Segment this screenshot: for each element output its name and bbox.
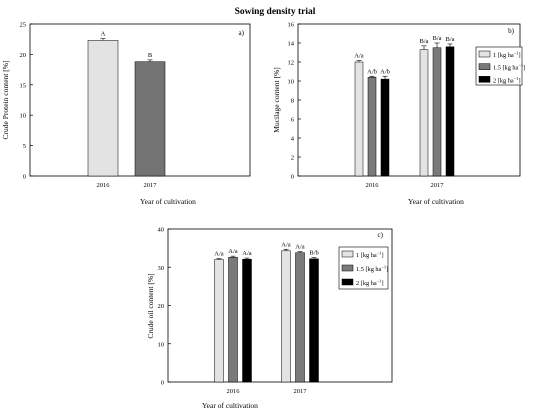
figure-title: Sowing density trial	[235, 7, 316, 17]
significance-label: A/b	[380, 68, 390, 75]
x-tick-label: 2016	[366, 182, 380, 189]
x-axis-label: Year of cultivation	[202, 401, 258, 410]
legend-label: 1 [kg ha−1]	[356, 251, 384, 260]
y-tick-label: 10	[288, 79, 295, 86]
significance-label: A/a	[354, 53, 364, 60]
y-tick-label: 20	[158, 303, 165, 310]
significance-label: B/a	[419, 38, 428, 45]
legend: 1 [kg ha−1] 1.5 [kg ha−1] 2 [kg ha−1]	[338, 246, 389, 290]
significance-label: A	[101, 31, 106, 38]
panel-label: b)	[508, 27, 515, 35]
legend-swatch	[341, 250, 354, 258]
significance-label: B	[148, 52, 153, 59]
bar	[281, 250, 291, 383]
bar	[242, 258, 252, 383]
significance-label: A/a	[281, 241, 291, 248]
y-tick-label: 6	[291, 117, 295, 124]
legend-swatch	[478, 76, 491, 83]
bar	[445, 46, 455, 177]
y-tick-label: 16	[288, 22, 295, 29]
bar	[228, 257, 238, 383]
legend-label: 2 [kg ha−1]	[493, 76, 521, 85]
y-tick-label: 40	[158, 227, 165, 234]
chart-panel: 0 10 20 30 40 2016 2017 A/a A/a A/a A/a A/a B/b Year …	[146, 227, 393, 410]
panel-label: c)	[378, 231, 384, 239]
y-tick-label: 10	[158, 341, 165, 348]
y-tick-label: 20	[20, 52, 27, 59]
legend-label: 1 [kg ha−1]	[493, 51, 521, 60]
x-tick-label: 2016	[97, 182, 111, 189]
bar	[354, 61, 364, 177]
bar	[309, 258, 319, 383]
bar	[432, 47, 442, 177]
y-axis-label: Mucilage content [%]	[272, 67, 281, 132]
significance-label: A/a	[214, 250, 224, 257]
chart-panel: 0 2 4 6 8 10 12 14 16 2016 2017 A/a B/a A/b B/a A/b B/a Y…	[272, 22, 525, 207]
y-tick-label: 0	[161, 380, 164, 387]
significance-label: B/a	[445, 36, 454, 43]
x-axis-label: Year of cultivation	[140, 197, 196, 206]
y-tick-label: 14	[288, 41, 295, 48]
y-axis-label: Crude Protein content [%]	[1, 61, 10, 140]
y-tick-label: 12	[288, 60, 295, 67]
bar	[380, 78, 390, 177]
legend-swatch	[478, 63, 491, 70]
x-tick-label: 2017	[431, 182, 445, 189]
y-tick-label: 10	[20, 113, 27, 120]
y-tick-label: 8	[291, 98, 294, 105]
bar	[87, 40, 119, 177]
legend-label: 1.5 [kg ha−1]	[356, 265, 388, 274]
bar	[367, 76, 377, 177]
y-tick-label: 0	[23, 174, 26, 181]
x-tick-label: 2016	[227, 388, 241, 395]
y-tick-label: 4	[291, 136, 295, 143]
y-tick-label: 25	[20, 22, 27, 29]
significance-label: B/a	[432, 35, 441, 42]
y-tick-label: 5	[23, 143, 26, 150]
legend-swatch	[478, 50, 491, 58]
significance-label: B/b	[309, 250, 318, 257]
chart-panel: 0 5 10 15 20 25 2016 2017 A B Year of cultivation C…	[1, 22, 251, 206]
x-tick-label: 2017	[294, 388, 308, 395]
x-axis-label: Year of cultivation	[408, 197, 464, 206]
bar	[295, 252, 305, 383]
bar	[419, 49, 429, 177]
significance-label: A/a	[295, 244, 305, 251]
legend-label: 2 [kg ha−1]	[356, 279, 384, 288]
y-tick-label: 2	[291, 155, 294, 162]
legend-swatch	[341, 278, 354, 286]
legend-swatch	[341, 264, 354, 272]
bar	[134, 61, 166, 177]
x-tick-label: 2017	[144, 182, 158, 189]
y-tick-label: 30	[158, 265, 165, 272]
y-tick-label: 0	[291, 174, 294, 181]
y-axis-label: Crude oil content [%]	[146, 273, 155, 338]
significance-label: A/a	[228, 248, 238, 255]
significance-label: A/a	[242, 250, 252, 257]
significance-label: A/b	[367, 68, 377, 75]
legend: 1 [kg ha−1] 1.5 [kg ha−1] 2 [kg ha−1]	[475, 46, 525, 86]
legend-label: 1.5 [kg ha−1]	[493, 63, 525, 72]
y-tick-label: 15	[20, 82, 27, 89]
panel-label: a)	[239, 29, 245, 37]
bar	[214, 259, 224, 383]
